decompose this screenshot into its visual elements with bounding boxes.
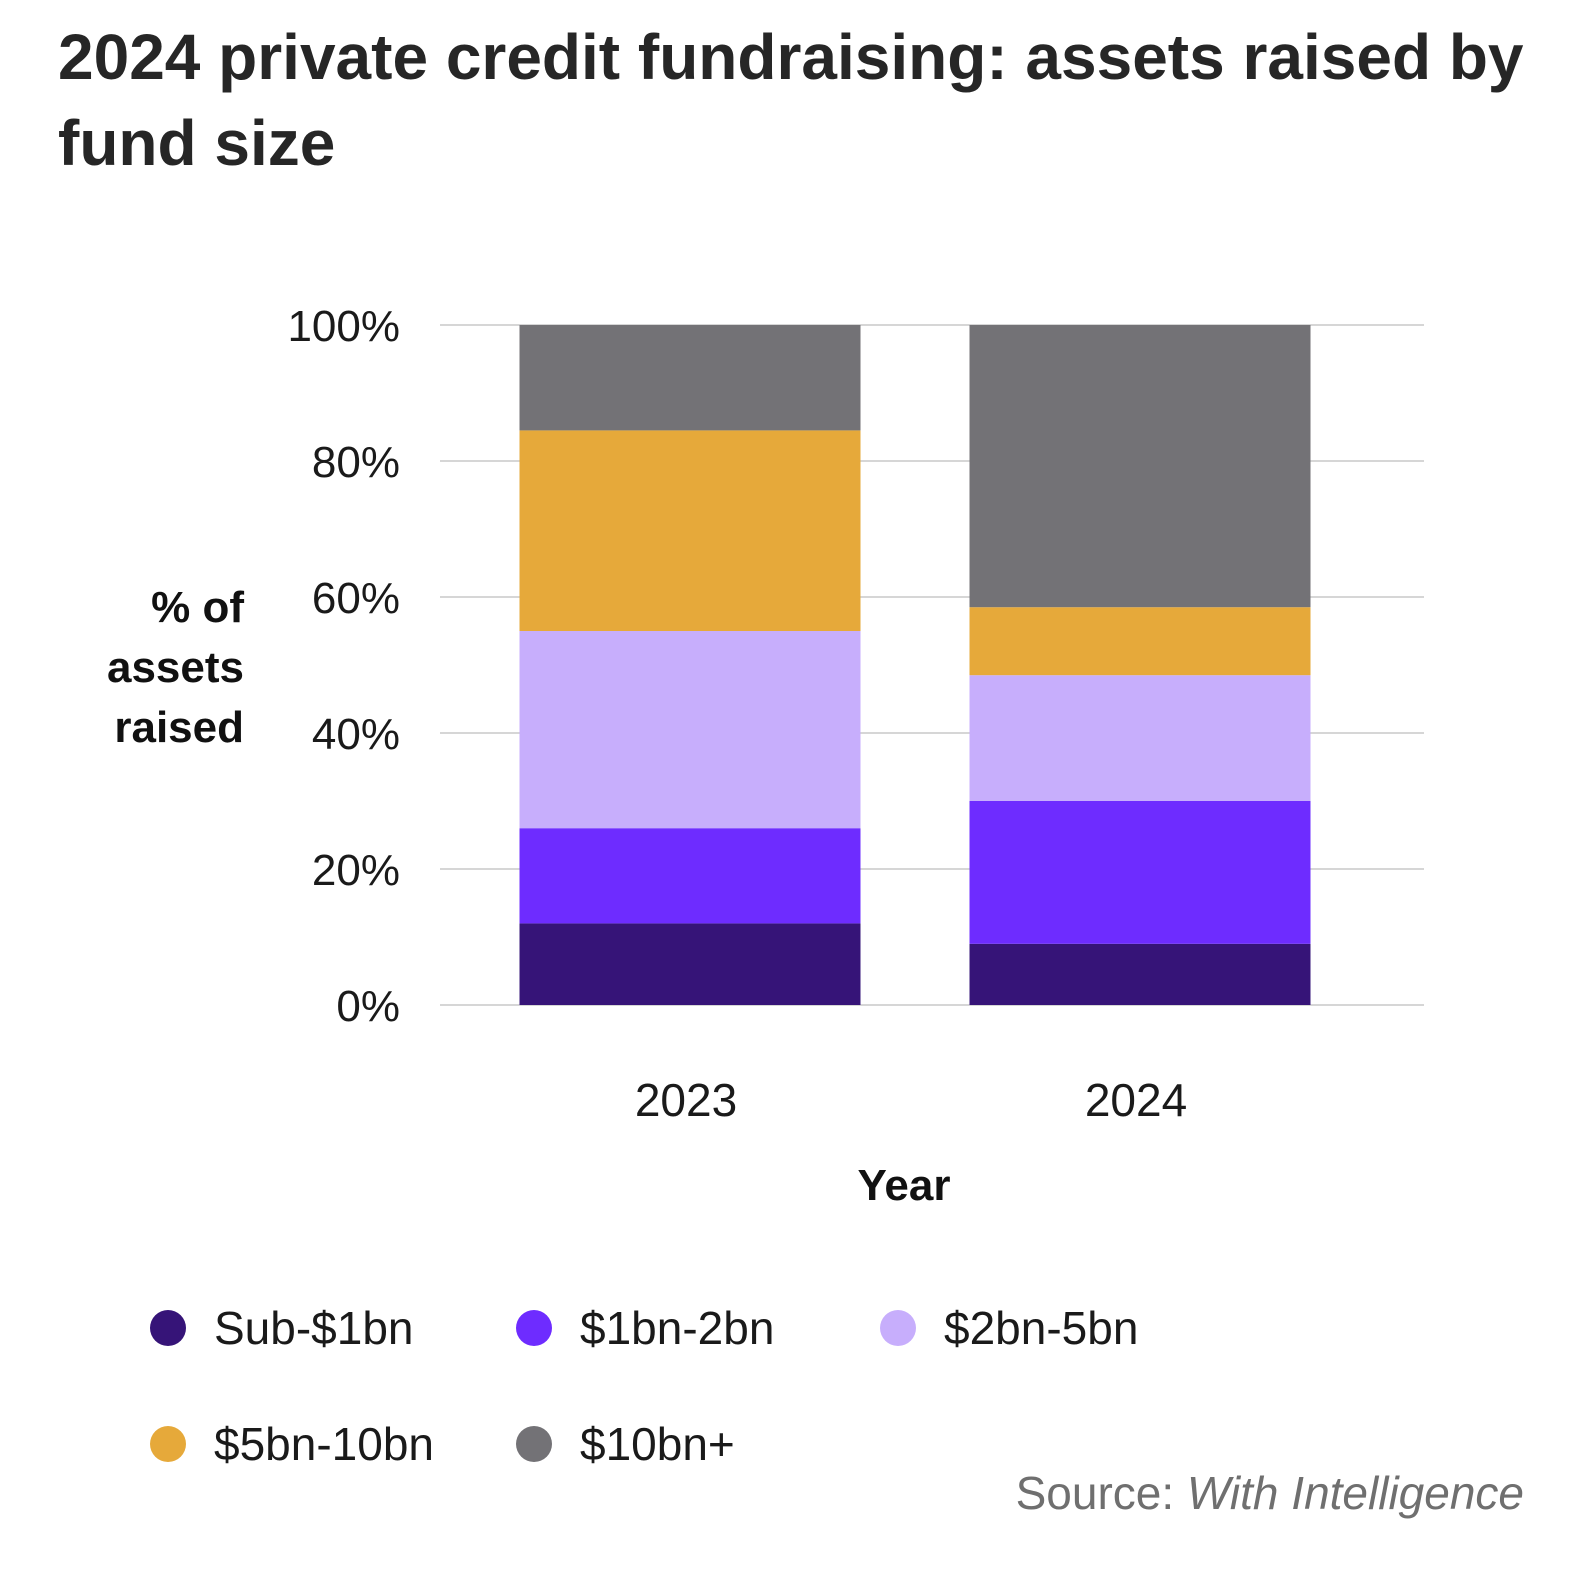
stacked-bar-chart: 0% 20% 40% 60% 80% 100% 2023 2024 Year [287, 302, 1424, 1210]
legend-item: $10bn+ [516, 1406, 735, 1482]
x-axis-label: Year [858, 1161, 951, 1210]
source-note: Source: With Intelligence [1016, 1466, 1524, 1520]
bar-segment [519, 430, 861, 631]
bar-segment [969, 943, 1311, 1005]
legend-swatch [150, 1426, 186, 1462]
legend-label: Sub-$1bn [214, 1302, 414, 1354]
bar-segment [519, 631, 861, 829]
bars [519, 325, 1311, 1005]
bar-segment [969, 607, 1311, 676]
legend-label: $5bn-10bn [214, 1418, 434, 1470]
y-axis-ticks: 0% 20% 40% 60% 80% 100% [287, 302, 400, 1031]
source-prefix: Source: [1015, 1467, 1175, 1519]
y-tick-label: 100% [287, 302, 400, 351]
legend-swatch [516, 1426, 552, 1462]
bar-segment [519, 325, 861, 431]
bar-segment [969, 801, 1311, 944]
legend-label: $2bn-5bn [944, 1302, 1139, 1354]
bar-segment [519, 923, 861, 1005]
y-tick-label: 80% [312, 438, 400, 487]
y-tick-label: 0% [336, 982, 400, 1031]
y-tick-label: 20% [312, 846, 400, 895]
chart-title: 2024 private credit fundraising: assets … [58, 21, 1524, 179]
legend-item: Sub-$1bn [150, 1290, 414, 1366]
legend-item: $2bn-5bn [880, 1290, 1138, 1366]
legend-swatch [150, 1310, 186, 1346]
legend-item: $5bn-10bn [150, 1406, 434, 1482]
y-tick-label: 40% [312, 710, 400, 759]
y-tick-label: 60% [312, 574, 400, 623]
legend-label: $10bn+ [580, 1418, 735, 1470]
legend-label: $1bn-2bn [580, 1302, 775, 1354]
bar-segment [969, 675, 1311, 801]
bar-segment [969, 325, 1311, 608]
source-name: With Intelligence [1186, 1467, 1524, 1519]
y-axis-label: % of assets raised [106, 583, 244, 752]
legend-swatch [516, 1310, 552, 1346]
x-tick-label: 2023 [635, 1074, 737, 1126]
x-tick-label: 2024 [1085, 1074, 1187, 1126]
x-axis-ticks: 2023 2024 [635, 1074, 1187, 1126]
legend-swatch [880, 1310, 916, 1346]
bar-segment [519, 828, 861, 924]
legend-item: $1bn-2bn [516, 1290, 774, 1366]
